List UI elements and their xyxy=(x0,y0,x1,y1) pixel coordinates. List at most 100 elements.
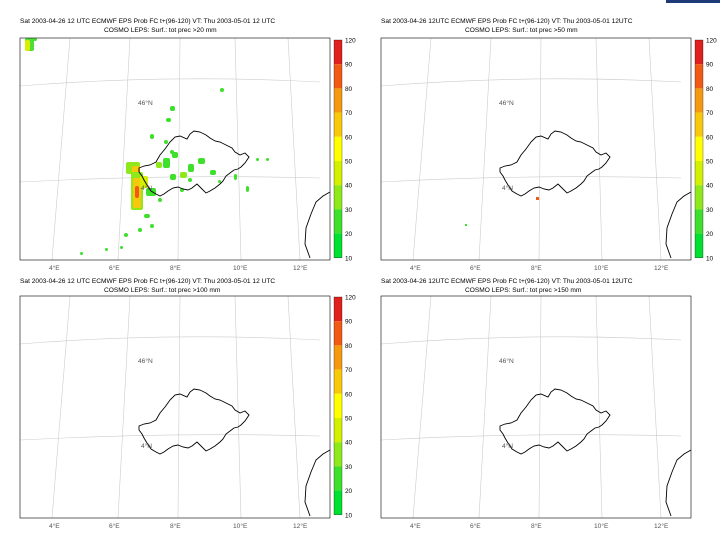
colorbar-segment xyxy=(695,233,703,258)
precip-cell xyxy=(188,164,194,172)
precip-cell xyxy=(164,140,168,144)
graticule-lon-4 xyxy=(412,37,432,261)
panel-3-colorbar: 120 90 80 70 60 50 40 30 20 10 xyxy=(333,295,356,519)
graticule-lon-10 xyxy=(234,37,242,261)
colorbar-segment xyxy=(695,64,703,89)
graticule-lon-8 xyxy=(177,295,181,519)
panel-3-title-line2: COSMO LEPS: Surf.: tot prec >100 mm xyxy=(104,287,221,294)
precip-cell xyxy=(120,246,123,249)
panel-1-title-line2: COSMO LEPS: Surf.: tot prec >20 mm xyxy=(104,27,217,34)
colorbar-tick-label: 80 xyxy=(706,86,714,93)
colorbar-tick-label: 30 xyxy=(345,464,353,471)
graticule-lon-12 xyxy=(287,295,301,519)
colorbar-segment xyxy=(695,185,703,210)
panel-2-title-line2: COSMO LEPS: Surf.: tot prec >50 mm xyxy=(465,27,578,34)
switzerland-border xyxy=(499,388,611,455)
precip-cell xyxy=(234,174,237,180)
graticule-lon-6 xyxy=(117,295,131,519)
colorbar-tick-label: 90 xyxy=(345,319,353,326)
panel-1-title-line1: Sat 2003-04-26 12 UTC ECMWF EPS Prob FC … xyxy=(20,18,275,25)
map-panel-1: Sat 2003-04-26 12 UTC ECMWF EPS Prob FC … xyxy=(19,18,356,272)
coastline xyxy=(665,191,692,259)
lon-label: 10°E xyxy=(233,264,248,272)
colorbar-segment xyxy=(334,345,342,370)
lon-label: 8°E xyxy=(531,522,542,530)
lat-label-inner: 4°N xyxy=(141,442,152,450)
colorbar-segment xyxy=(695,88,703,113)
colorbar-tick-label: 90 xyxy=(345,62,353,69)
lon-label: 6°E xyxy=(470,522,481,530)
colorbar-segment xyxy=(334,418,342,443)
map-frame xyxy=(19,37,331,261)
colorbar-tick-label: 20 xyxy=(345,231,353,238)
graticule-lon-10 xyxy=(234,295,242,519)
graticule-lat-48 xyxy=(19,336,321,345)
map-frame xyxy=(380,37,692,261)
colorbar-tick-label: 20 xyxy=(345,488,353,495)
colorbar-tick-label: 90 xyxy=(706,62,714,69)
precip-cell xyxy=(163,158,170,168)
lon-label: 4°E xyxy=(410,522,421,530)
precip-cell xyxy=(256,158,259,161)
colorbar-tick-label: 120 xyxy=(345,295,356,302)
precip-cell xyxy=(170,106,175,111)
graticule-lon-4 xyxy=(412,295,432,519)
colorbar-segment xyxy=(695,209,703,234)
colorbar-segment xyxy=(695,161,703,186)
precip-cell xyxy=(25,40,30,51)
precip-cell xyxy=(170,174,176,180)
colorbar-segment xyxy=(334,233,342,258)
precip-cell xyxy=(166,118,171,122)
colorbar-tick-label: 30 xyxy=(345,207,353,214)
panel-4-map: 46°N 4°N 4°E 6°E 8°E 10°E 12°E xyxy=(380,295,692,530)
colorbar-tick-label: 50 xyxy=(706,159,714,166)
colorbar-segment xyxy=(334,161,342,186)
colorbar-outline xyxy=(333,39,343,258)
graticule-lat-48 xyxy=(380,78,682,87)
coastline xyxy=(665,449,692,517)
colorbar-segment xyxy=(695,112,703,137)
lon-label: 10°E xyxy=(594,264,609,272)
panel-1-colorbar: 120 90 80 70 60 50 40 30 20 10 xyxy=(333,38,356,262)
graticule-lon-6 xyxy=(117,37,131,261)
lat-label-inner: 4°N xyxy=(141,184,152,192)
lon-label: 6°E xyxy=(109,522,120,530)
precip-cell xyxy=(140,176,148,188)
lon-label: 8°E xyxy=(170,522,181,530)
precip-cell xyxy=(150,134,154,139)
colorbar-tick-label: 40 xyxy=(345,440,353,447)
lat-label-46N: 46°N xyxy=(138,357,153,365)
graticule-lon-12 xyxy=(648,37,662,261)
colorbar-segment xyxy=(334,40,342,65)
graticule-lon-12 xyxy=(287,37,301,261)
lon-label: 6°E xyxy=(109,264,120,272)
lon-label: 4°E xyxy=(49,264,60,272)
precip-cell xyxy=(246,186,249,192)
colorbar-tick-label: 30 xyxy=(706,207,714,214)
precip-cell xyxy=(172,152,178,158)
colorbar-tick-label: 40 xyxy=(345,183,353,190)
precip-cell xyxy=(124,233,128,237)
coastline xyxy=(304,191,331,259)
lat-label-46N: 46°N xyxy=(138,99,153,107)
precip-cell xyxy=(146,188,156,196)
map-panel-4: Sat 2003-04-26 12UTC ECMWF EPS Prob FC t… xyxy=(380,278,692,530)
lon-label: 10°E xyxy=(233,522,248,530)
colorbar-tick-label: 70 xyxy=(706,110,714,117)
colorbar-tick-label: 120 xyxy=(706,38,717,45)
colorbar-tick-label: 10 xyxy=(706,255,714,262)
colorbar-tick-label: 50 xyxy=(345,416,353,423)
map-frame xyxy=(19,295,331,519)
colorbar-segment xyxy=(334,112,342,137)
graticule-lon-4 xyxy=(51,37,71,261)
colorbar-segment xyxy=(334,490,342,515)
graticule-lon-8 xyxy=(538,295,542,519)
colorbar-segment xyxy=(334,136,342,161)
precip-cell xyxy=(158,198,162,202)
colorbar-tick-label: 10 xyxy=(345,255,353,262)
colorbar-segment xyxy=(695,136,703,161)
lon-label: 12°E xyxy=(293,522,308,530)
colorbar-tick-label: 40 xyxy=(706,183,714,190)
graticule-lat-46 xyxy=(380,176,682,183)
